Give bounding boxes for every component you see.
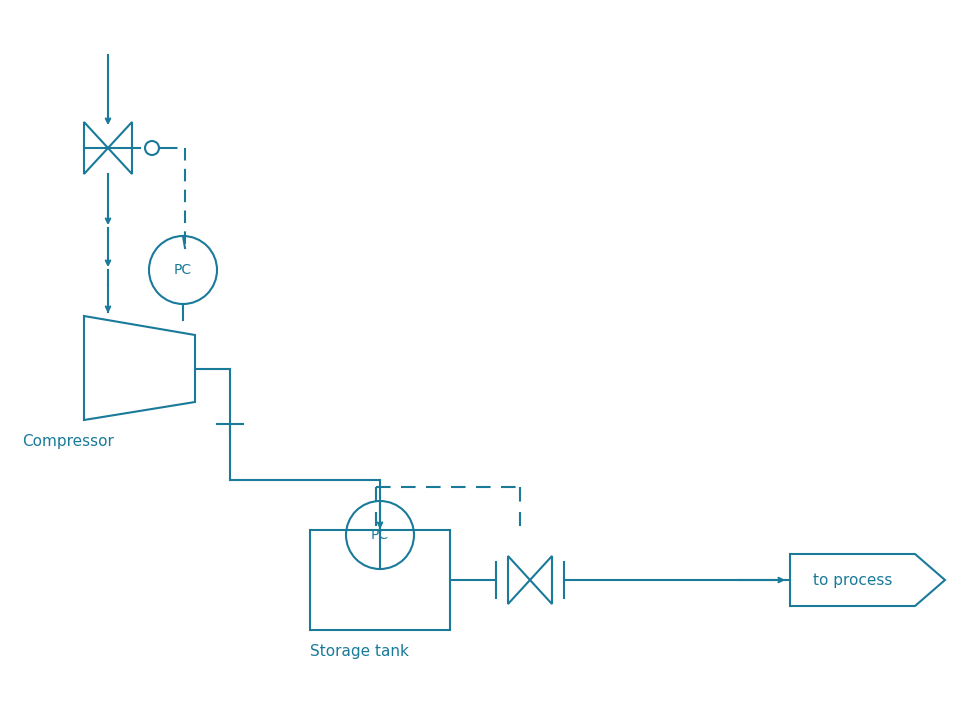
Text: to process: to process: [813, 573, 892, 587]
Text: Storage tank: Storage tank: [310, 644, 408, 659]
Text: PC: PC: [371, 528, 389, 542]
Text: Compressor: Compressor: [22, 434, 114, 449]
Text: PC: PC: [174, 263, 192, 277]
